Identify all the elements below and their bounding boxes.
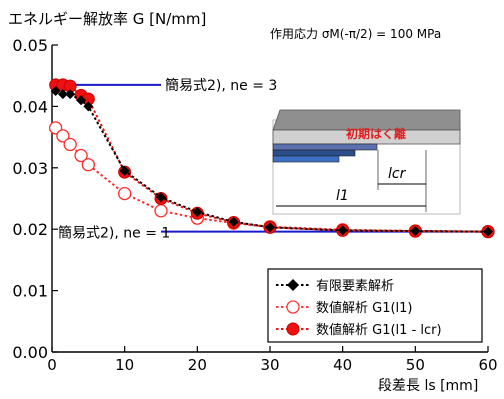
inset-schematic: 初期はく離 lcr l1 xyxy=(272,109,461,215)
legend-label-g1cr: 数値解析 G1(l1 - lcr) xyxy=(316,322,442,338)
data-point-fem xyxy=(265,222,275,233)
data-point-fem xyxy=(50,86,61,97)
x-axis-title: 段差長 ls [mm] xyxy=(378,378,478,394)
legend: 有限要素解析 数値解析 G1(l1) 数値解析 G1(l1 - lcr) xyxy=(267,268,483,343)
data-point-fem xyxy=(83,101,94,112)
data-point-fem xyxy=(410,226,421,237)
x-tick-label: 50 xyxy=(406,356,425,374)
legend-label-g1: 数値解析 G1(l1) xyxy=(316,300,413,316)
data-point-fem xyxy=(483,226,493,237)
data-point-g1 xyxy=(63,137,77,152)
data-point-fem xyxy=(192,207,203,218)
data-point-fem xyxy=(65,89,76,100)
condition-label: 作用応力 σM(-π/2) = 100 MPa xyxy=(270,27,441,41)
legend-marker-fem xyxy=(287,279,299,291)
series-layer xyxy=(48,78,495,239)
data-point-g1 xyxy=(118,186,132,201)
y-tick-label: 0.00 xyxy=(12,343,48,362)
data-point-fem xyxy=(228,216,239,227)
data-point-fem xyxy=(337,225,348,236)
y-tick-label: 0.01 xyxy=(12,282,48,301)
y-ticks: 0.00 0.01 0.02 0.03 0.04 0.05 xyxy=(12,36,58,362)
y-tick-label: 0.05 xyxy=(12,36,48,55)
legend-marker-g1 xyxy=(286,300,300,314)
ref-label-ne3: 簡易式2), ne = 3 xyxy=(165,78,277,94)
data-point-fem xyxy=(57,89,68,100)
x-tick-label: 20 xyxy=(188,356,207,374)
inset-layer-1 xyxy=(272,143,378,151)
data-point-fem xyxy=(76,95,87,106)
data-point-g1 xyxy=(56,129,70,143)
legend-label-fem: 有限要素解析 xyxy=(316,279,394,294)
data-point-g1 xyxy=(154,204,168,218)
legend-marker-g1cr xyxy=(286,322,300,336)
x-tick-label: 0 xyxy=(47,356,57,374)
y-axis-title: エネルギー解放率 G [N/mm] xyxy=(8,10,206,28)
x-ticks: 0 10 20 30 40 50 60 xyxy=(47,346,498,374)
x-tick-label: 10 xyxy=(115,356,134,374)
data-point-g1 xyxy=(81,158,95,172)
y-tick-label: 0.02 xyxy=(12,220,48,239)
x-tick-label: 30 xyxy=(260,356,279,374)
axes: 0.00 0.01 0.02 0.03 0.04 0.05 0 10 20 30 40 50 60 xyxy=(12,36,497,374)
legend-box xyxy=(267,268,483,343)
x-tick-label: 40 xyxy=(333,356,352,374)
data-point-fem xyxy=(119,165,130,176)
inset-l1-label: l1 xyxy=(336,188,349,204)
data-point-fem xyxy=(156,192,166,203)
x-tick-label: 60 xyxy=(478,356,497,374)
ref-label-ne1: 簡易式2), ne = 1 xyxy=(58,226,170,242)
inset-layer-3 xyxy=(272,155,340,163)
y-tick-label: 0.04 xyxy=(12,97,48,116)
inset-lcr-label: lcr xyxy=(388,166,407,182)
inset-crack-label: 初期はく離 xyxy=(346,126,406,141)
inset-layer-2 xyxy=(272,149,356,157)
y-tick-label: 0.03 xyxy=(12,159,48,178)
data-point-g1 xyxy=(74,148,88,163)
